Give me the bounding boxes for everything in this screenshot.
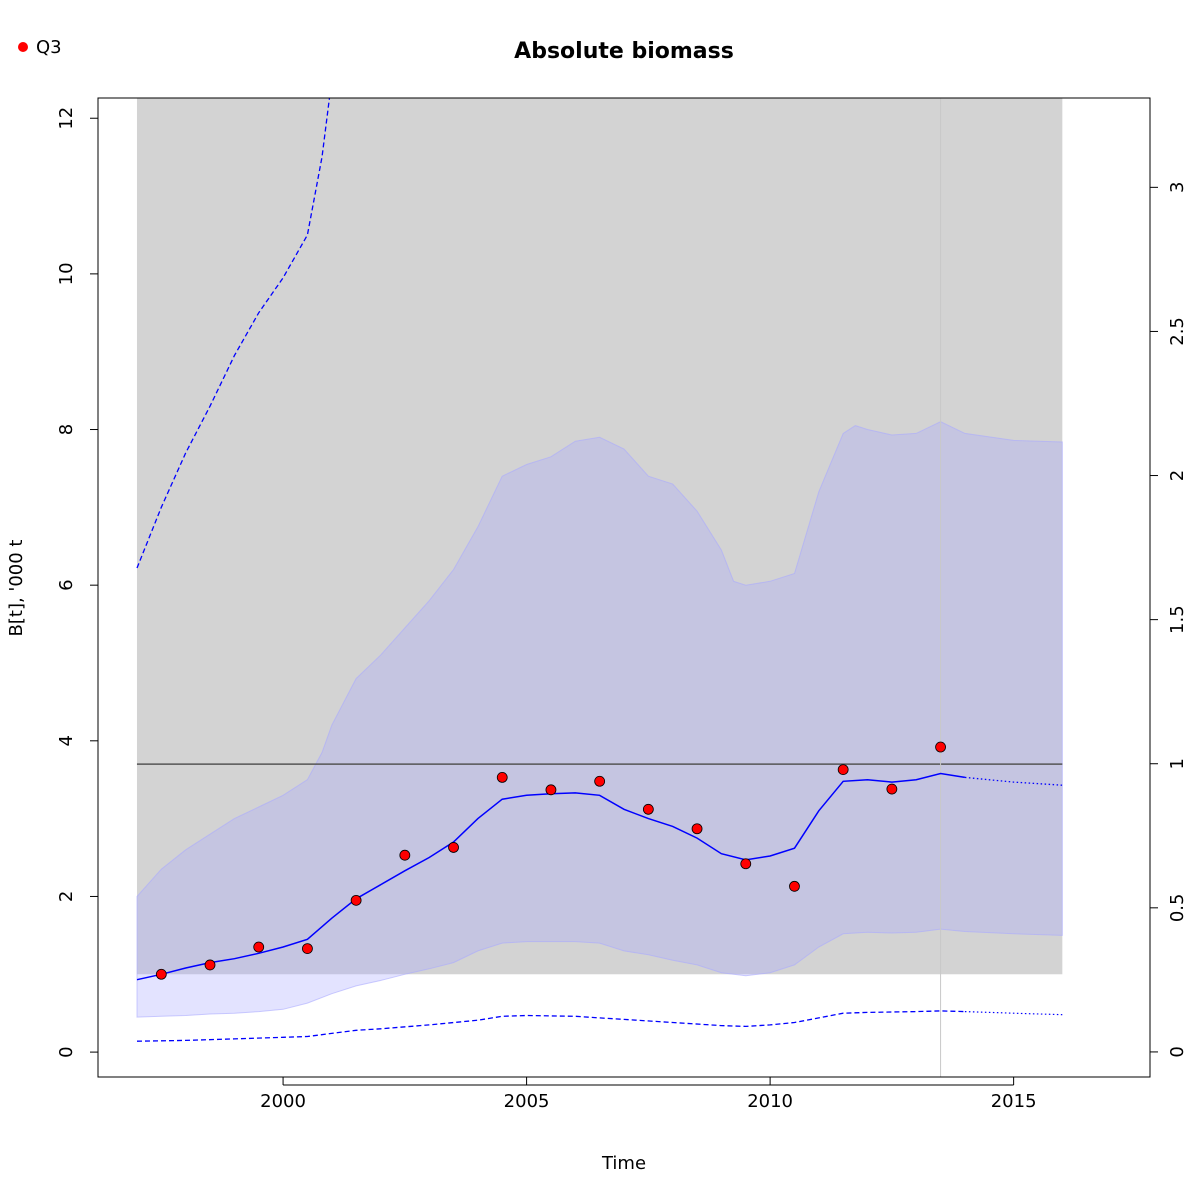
y2-tick-label: 2 [1167,470,1188,481]
y-tick-label: 4 [56,735,77,746]
grey-band [136,98,1063,975]
confidence-band [136,421,1063,1018]
data-point [350,894,362,906]
data-point [886,783,898,795]
data-point [302,943,313,954]
y-tick-label: 10 [56,262,77,285]
data-point [496,771,508,783]
data-point [545,784,557,796]
data-point [155,968,167,980]
x-tick-label: 2005 [504,1091,550,1112]
legend: Q3 [18,37,62,58]
data-point [399,849,411,861]
data-point [594,775,606,787]
data-point [253,941,265,953]
y-tick-label: 12 [56,107,77,130]
data-point [935,741,946,753]
data-point [204,959,216,971]
axes: 2000 2005 2010 2015 0 2 4 6 8 10 12 0 0.5 1 1.5 2 2.5 3 [56,107,1188,1112]
x-tick-label: 2000 [260,1091,306,1112]
data-point [448,842,459,853]
y-tick-label: 0 [56,1046,77,1057]
x-tick-label: 2015 [991,1091,1037,1112]
median-projection [964,776,1063,786]
chart-title: Absolute biomass [514,39,734,64]
plot-content [136,98,1063,1077]
y2-tick-label: 1 [1167,758,1188,769]
data-point [691,823,703,835]
legend-label: Q3 [36,37,62,58]
data-point [740,858,752,870]
lower-dashed-projection [964,1011,1063,1016]
y-tick-label: 6 [56,579,77,590]
y-tick-label: 2 [56,891,77,902]
plot-frame [97,97,1151,1078]
y-tick-label: 8 [56,424,77,435]
y2-tick-label: 2.5 [1167,317,1188,346]
y2-tick-label: 0 [1167,1046,1188,1057]
lower-dashed-line [136,1010,965,1042]
y2-tick-label: 1.5 [1167,605,1188,634]
data-point [789,880,800,892]
y2-tick-label: 3 [1167,182,1188,193]
x-tick-label: 2010 [747,1091,793,1112]
plot-area [136,98,1063,1077]
x-axis-label: Time [601,1153,646,1174]
y2-tick-label: 0.5 [1167,894,1188,923]
y-axis-label: B[t], '000 t [6,540,27,637]
data-point [642,803,654,815]
data-point [837,764,849,776]
upper-dashed-line [136,98,331,569]
legend-marker [18,42,28,52]
